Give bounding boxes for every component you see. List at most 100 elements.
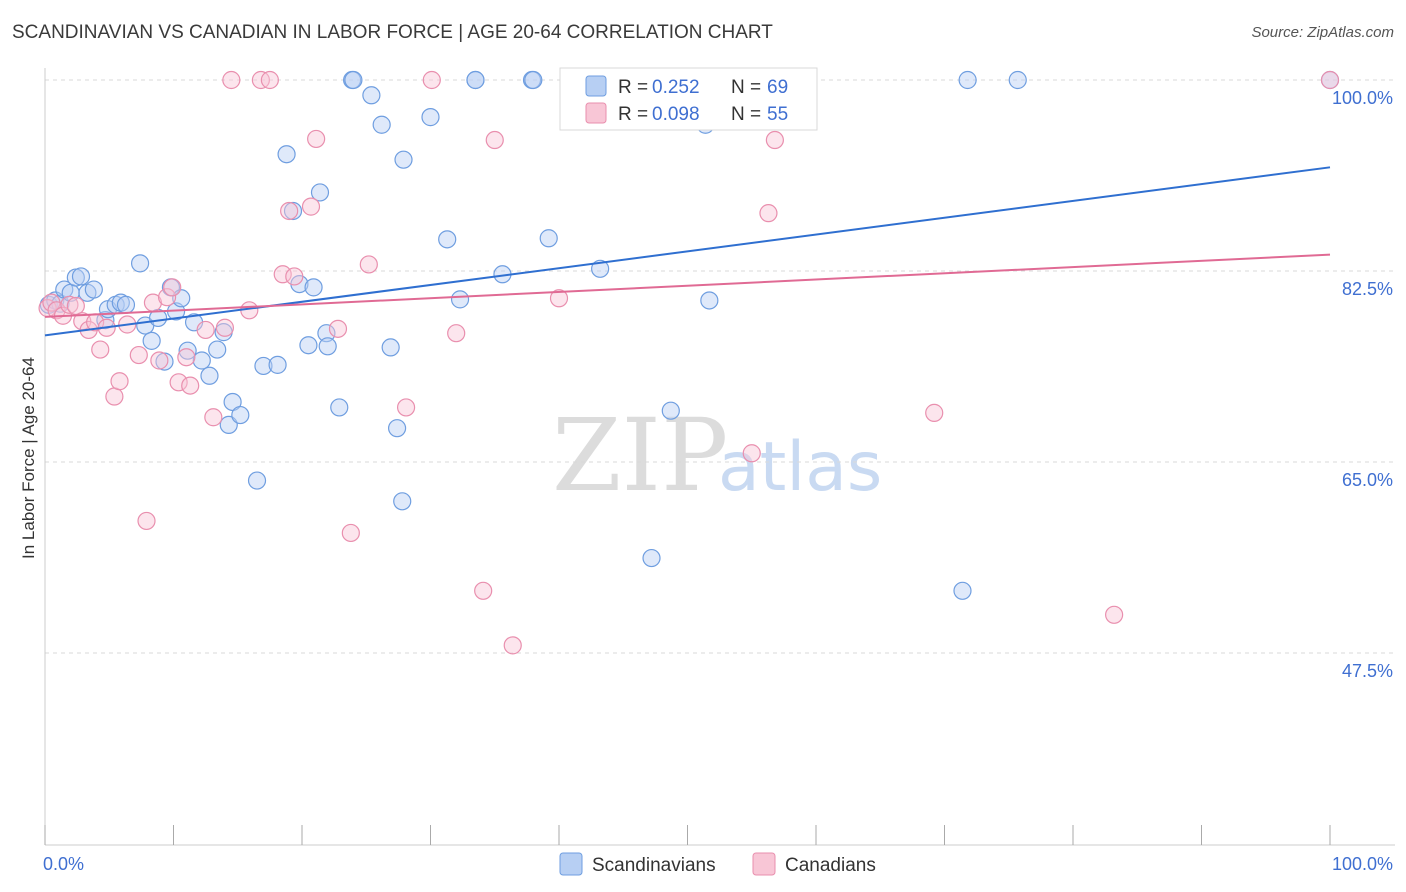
data-point-scandinavians [116, 295, 136, 314]
trend-line-canadians [44, 253, 1331, 318]
legend-r-value-canadians: 0.098 [652, 104, 700, 125]
data-point-canadians [925, 403, 944, 422]
series-legend: Scandinavians Canadians [559, 852, 876, 876]
data-point-scandinavians [381, 338, 400, 357]
data-point-canadians [66, 296, 85, 316]
data-point-scandinavians [304, 278, 323, 297]
data-point-canadians [110, 372, 129, 391]
data-point-scandinavians [277, 145, 296, 164]
data-point-scandinavians [71, 267, 91, 286]
bottom-legend-label-scandinavians: Scandinavians [592, 855, 716, 876]
bottom-legend-swatch-canadians [752, 852, 776, 876]
data-point-scandinavians [219, 415, 238, 434]
data-point-canadians [163, 278, 182, 297]
data-point-scandinavians [344, 70, 363, 90]
legend-r-label: R = [618, 104, 648, 125]
data-point-canadians [137, 511, 156, 531]
series-scandinavians [39, 70, 1340, 600]
y-axis-title: In Labor Force | Age 20-64 [19, 357, 38, 559]
data-point-scandinavians [200, 366, 219, 385]
data-point-scandinavians [958, 70, 977, 90]
data-point-canadians [1320, 70, 1340, 90]
data-point-scandinavians [393, 492, 412, 511]
data-point-scandinavians [254, 356, 273, 376]
trend-line-scandinavians [44, 166, 1331, 337]
x-tick-label: 0.0% [43, 854, 84, 874]
axes [44, 68, 1395, 846]
data-point-canadians [260, 70, 279, 90]
data-point-scandinavians [387, 419, 407, 438]
data-point-canadians [341, 523, 360, 543]
data-point-scandinavians [466, 70, 485, 90]
data-point-canadians [169, 373, 188, 392]
data-point-scandinavians [247, 471, 267, 490]
watermark-atlas: atlas [718, 428, 882, 507]
data-point-canadians [105, 387, 124, 406]
data-point-canadians [307, 129, 326, 149]
correlation-legend: R = 0.252 N = 69 R = 0.098 N = 55 [559, 67, 818, 131]
data-point-scandinavians [539, 229, 558, 248]
data-point-scandinavians [330, 398, 349, 417]
watermark-zip: ZIP [552, 397, 728, 514]
data-point-scandinavians [642, 548, 661, 568]
legend-r-label: R = [618, 77, 648, 98]
legend-r-value-scandinavians: 0.252 [652, 77, 700, 98]
data-point-canadians [280, 201, 299, 221]
y-tick-label: 100.0% [1332, 88, 1393, 108]
legend-n-label: N = [731, 104, 761, 125]
legend-n-label: N = [731, 77, 761, 98]
data-point-canadians [422, 70, 441, 90]
legend-swatch-scandinavians [585, 75, 607, 97]
y-tick-label: 82.5% [1342, 279, 1393, 299]
series-canadians [38, 70, 1340, 655]
data-point-canadians [91, 340, 110, 359]
tick-labels: 47.5% 65.0% 82.5% 100.0% 0.0% 100.0% [43, 88, 1393, 874]
legend-n-value-canadians: 55 [767, 104, 788, 125]
data-point-canadians [129, 345, 148, 365]
data-point-scandinavians [130, 254, 150, 273]
data-point-scandinavians [524, 70, 543, 90]
data-point-canadians [285, 267, 304, 286]
data-point-scandinavians [84, 280, 103, 299]
chart-title: SCANDINAVIAN VS CANADIAN IN LABOR FORCE … [12, 22, 773, 43]
data-point-canadians [215, 318, 234, 337]
data-point-scandinavians [591, 259, 610, 278]
data-point-canadians [196, 320, 215, 340]
y-tick-label: 65.0% [1342, 470, 1393, 490]
legend-n-value-scandinavians: 69 [767, 77, 788, 98]
data-point-scandinavians [450, 290, 470, 309]
data-point-scandinavians [299, 336, 318, 355]
data-point-scandinavians [178, 341, 197, 360]
data-point-scandinavians [661, 401, 680, 420]
data-point-scandinavians [953, 581, 972, 600]
data-point-scandinavians [438, 230, 457, 249]
data-point-scandinavians [231, 405, 250, 425]
data-point-canadians [157, 288, 177, 307]
data-points [38, 70, 1340, 655]
data-point-canadians [485, 130, 504, 150]
grid-lines [45, 79, 1395, 654]
data-point-canadians [60, 295, 79, 314]
watermark: ZIP atlas [552, 397, 882, 514]
data-point-canadians [150, 351, 169, 370]
data-point-canadians [301, 197, 321, 216]
data-point-scandinavians [317, 324, 336, 343]
data-point-canadians [328, 319, 348, 338]
data-point-canadians [503, 636, 522, 655]
data-point-canadians [273, 265, 292, 284]
bottom-legend-swatch-scandinavians [559, 852, 583, 876]
data-point-canadians [396, 398, 416, 417]
data-point-scandinavians [372, 115, 391, 134]
data-point-canadians [447, 324, 466, 343]
data-point-scandinavians [421, 108, 440, 127]
data-point-canadians [222, 70, 241, 90]
data-point-canadians [359, 255, 378, 274]
x-tick-label: 100.0% [1332, 854, 1393, 874]
data-point-scandinavians [208, 340, 227, 359]
y-tick-label: 47.5% [1342, 661, 1393, 681]
legend-swatch-canadians [585, 102, 607, 124]
data-point-canadians [181, 376, 200, 395]
data-point-scandinavians [283, 201, 303, 221]
trend-lines [44, 166, 1331, 337]
